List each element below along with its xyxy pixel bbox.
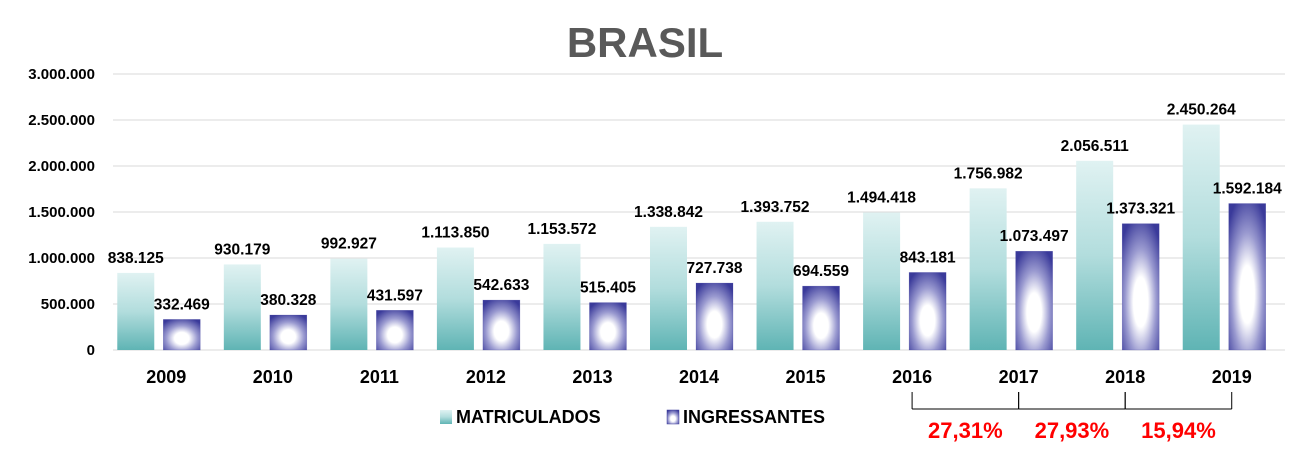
data-label-ingressantes: 1.373.321	[1106, 201, 1175, 218]
legend-swatch-ingressantes	[666, 409, 680, 425]
bar-matriculados	[117, 272, 155, 350]
bar-ingressantes	[1228, 203, 1266, 350]
bar-outline-ingressantes	[1015, 250, 1053, 351]
data-label-ingressantes: 694.559	[793, 263, 849, 280]
bar-ingressantes	[589, 302, 627, 350]
growth-label: 27,93%	[1035, 418, 1110, 443]
bar-ingressantes	[163, 319, 201, 350]
data-label-ingressantes: 1.073.497	[1000, 228, 1069, 245]
bar-ingressantes	[376, 310, 414, 350]
bar-matriculados	[436, 247, 474, 350]
y-axis: 0 500.000 1.000.000 1.500.000 2.000.000 2.500…	[28, 66, 95, 359]
data-label-ingressantes: 431.597	[367, 287, 423, 304]
data-label-ingressantes: 380.328	[260, 292, 316, 309]
y-tick-label: 1.000.000	[28, 250, 95, 267]
data-label-ingressantes: 515.405	[580, 280, 636, 297]
bar-outline-ingressantes	[163, 319, 201, 351]
y-tick-label: 3.000.000	[28, 66, 95, 83]
data-label-ingressantes: 332.469	[154, 296, 210, 313]
data-label-matriculados: 2.056.511	[1061, 138, 1129, 155]
bar-matriculados	[1182, 124, 1220, 350]
data-label-ingressantes: 843.181	[900, 249, 956, 266]
data-label-matriculados: 1.756.982	[954, 165, 1023, 182]
growth-label: 15,94%	[1141, 418, 1216, 443]
bar-matriculados	[650, 226, 687, 350]
bar-outline-ingressantes	[482, 299, 521, 351]
x-tick-label: 2018	[1105, 367, 1145, 387]
bar-matriculados	[863, 212, 901, 350]
x-axis: 2009 2010 2011 2012 2013 2014 2015 2016 2017 2018…	[146, 367, 1252, 387]
bar-ingressantes	[696, 283, 733, 350]
x-tick-label: 2017	[999, 367, 1039, 387]
x-tick-label: 2016	[892, 367, 932, 387]
legend: MATRICULADOS INGRESSANTES	[440, 407, 825, 427]
x-tick-label: 2009	[146, 367, 186, 387]
data-label-matriculados: 992.927	[321, 236, 377, 253]
growth-label: 27,31%	[928, 418, 1003, 443]
data-label-matriculados: 1.393.752	[741, 199, 810, 216]
growth-annotations: 27,31% 27,93% 15,94%	[911, 392, 1233, 443]
bars: 838.125 332.469 930.179 380.328 992.927 431.5…	[108, 102, 1282, 351]
bar-outline-ingressantes	[802, 285, 840, 351]
x-tick-label: 2013	[572, 367, 612, 387]
bar-ingressantes	[802, 286, 840, 350]
bar-ingressantes	[1122, 223, 1160, 350]
bar-outline-ingressantes	[695, 282, 734, 351]
bar-outline-ingressantes	[269, 314, 308, 351]
data-label-ingressantes: 1.592.184	[1213, 181, 1282, 198]
bar-ingressantes	[482, 300, 520, 350]
x-tick-label: 2014	[679, 367, 719, 387]
y-tick-label: 1.500.000	[28, 204, 95, 221]
data-label-matriculados: 838.125	[108, 250, 164, 267]
x-tick-label: 2019	[1212, 367, 1252, 387]
grid	[113, 73, 1285, 351]
bar-outline-ingressantes	[908, 272, 947, 351]
x-tick-label: 2011	[360, 367, 399, 387]
data-label-matriculados: 930.179	[214, 241, 270, 258]
data-label-ingressantes: 542.633	[473, 277, 529, 294]
x-tick-label: 2015	[786, 367, 826, 387]
bar-ingressantes	[269, 315, 307, 350]
x-tick-label: 2010	[253, 367, 293, 387]
y-tick-label: 500.000	[41, 296, 95, 313]
bar-outline-ingressantes	[376, 310, 414, 351]
bar-matriculados	[223, 264, 261, 350]
bar-outline-ingressantes	[1121, 223, 1160, 351]
x-tick-label: 2012	[466, 367, 506, 387]
data-label-matriculados: 2.450.264	[1167, 102, 1236, 119]
chart-title: BRASIL	[567, 19, 723, 66]
bar-matriculados	[330, 258, 368, 350]
legend-label-matriculados: MATRICULADOS	[456, 407, 601, 427]
data-label-matriculados: 1.338.842	[634, 204, 703, 221]
y-tick-label: 2.000.000	[28, 158, 95, 175]
data-label-matriculados: 1.494.418	[847, 190, 916, 207]
legend-swatch-matriculados	[440, 410, 452, 424]
bar-outline-ingressantes	[1228, 203, 1266, 351]
bar-outline-ingressantes	[589, 302, 627, 351]
bar-matriculados	[1076, 160, 1114, 350]
bar-ingressantes	[909, 272, 947, 350]
data-label-matriculados: 1.113.850	[421, 225, 489, 242]
legend-label-ingressantes: INGRESSANTES	[683, 407, 825, 427]
bar-matriculados	[756, 221, 794, 350]
data-label-ingressantes: 727.738	[686, 260, 742, 277]
y-tick-label: 2.500.000	[28, 112, 95, 129]
bar-matriculados	[969, 188, 1007, 350]
data-label-matriculados: 1.153.572	[527, 221, 596, 238]
y-tick-label: 0	[87, 342, 95, 359]
bar-ingressantes	[1015, 251, 1053, 350]
bar-matriculados	[543, 243, 581, 350]
